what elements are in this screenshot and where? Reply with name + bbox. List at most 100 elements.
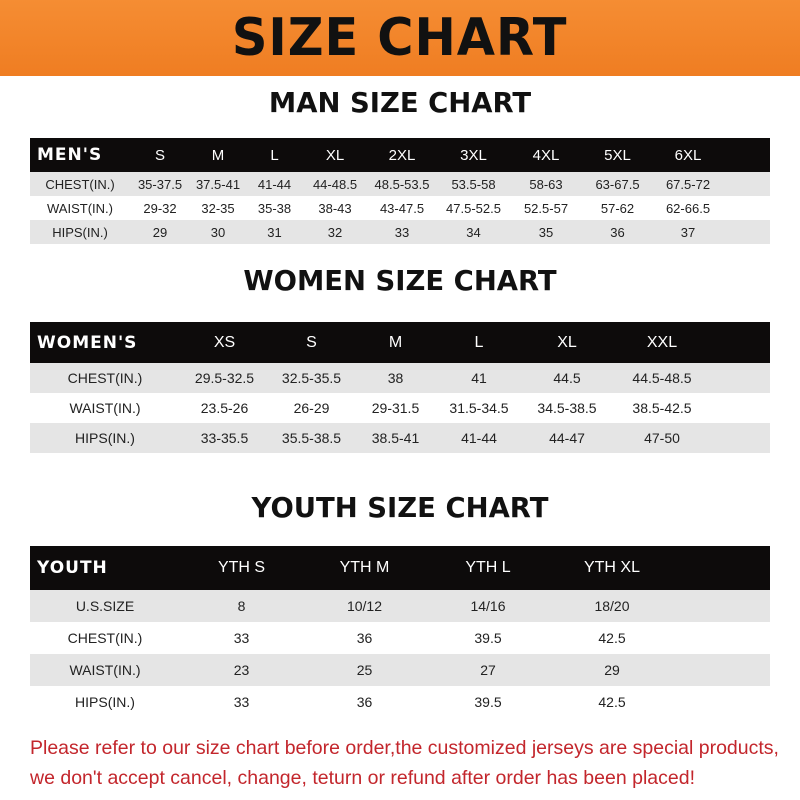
size-chart-banner: SIZE CHART (0, 0, 800, 76)
size-column-header: M (211, 146, 225, 164)
row-label: WAIST(IN.) (47, 200, 113, 216)
table-row: CHEST(IN.) 33 36 39.5 42.5 (30, 622, 770, 654)
table-cell: 23 (233, 662, 250, 678)
table-cell: 35-37.5 (137, 176, 183, 192)
size-column-header: 3XL (460, 146, 487, 164)
table-cell: 38-43 (318, 200, 352, 216)
table-cell: 53.5-58 (451, 176, 496, 192)
size-column-header: M (388, 333, 403, 351)
banner-title: SIZE CHART (232, 8, 568, 68)
table-cell: 35-38 (257, 200, 292, 216)
table-cell: 8 (237, 598, 246, 614)
men-section-title: MAN SIZE CHART (268, 86, 532, 119)
size-column-header: S (306, 333, 317, 351)
size-column-header: XL (325, 146, 345, 164)
table-row: CHEST(IN.) 35-37.5 37.5-41 41-44 44-48.5 48.5… (30, 172, 770, 196)
table-cell: 25 (356, 662, 373, 678)
table-cell: 14/16 (470, 598, 506, 614)
table-cell: 44.5 (553, 370, 581, 386)
table-cell: 62-66.5 (665, 200, 711, 216)
table-cell: 33 (394, 224, 410, 240)
table-cell: 58-63 (529, 176, 563, 192)
table-cell: 63-67.5 (595, 176, 640, 192)
size-column-header: XL (557, 333, 577, 351)
table-cell: 52.5-57 (523, 200, 569, 216)
row-label: CHEST(IN.) (45, 176, 115, 192)
table-cell: 36 (356, 630, 373, 646)
table-cell: 33 (233, 694, 250, 710)
table-cell: 29-31.5 (371, 400, 420, 416)
table-cell: 26-29 (293, 400, 330, 416)
size-column-header: YTH XL (583, 559, 640, 576)
size-column-header: L (270, 146, 279, 164)
table-cell: 35.5-38.5 (281, 430, 342, 446)
table-cell: 34 (466, 224, 481, 240)
table-cell: 29-32 (143, 200, 177, 216)
table-cell: 67.5-72 (665, 176, 711, 192)
size-column-header: 5XL (604, 146, 631, 164)
table-cell: 29 (152, 224, 168, 240)
table-header-label: WOMEN'S (37, 332, 138, 353)
table-cell: 44.5-48.5 (632, 370, 692, 386)
table-cell: 36 (356, 694, 373, 710)
row-label: WAIST(IN.) (69, 662, 141, 678)
table-cell: 47.5-52.5 (446, 200, 501, 216)
table-cell: 48.5-53.5 (374, 176, 430, 192)
table-cell: 29.5-32.5 (194, 370, 255, 386)
order-notice-line-2: we don't accept cancel, change, teturn o… (30, 767, 695, 789)
table-cell: 41-44 (257, 176, 292, 192)
table-cell: 39.5 (474, 630, 502, 646)
table-header-row: YOUTH YTH S YTH M YTH L YTH XL (30, 546, 770, 590)
table-cell: 41-44 (461, 430, 497, 446)
table-cell: 34.5-38.5 (537, 400, 597, 416)
table-row: U.S.SIZE 8 10/12 14/16 18/20 (30, 590, 770, 622)
table-cell: 29 (604, 662, 620, 678)
table-cell: 42.5 (598, 694, 626, 710)
women-section-title: WOMEN SIZE CHART (243, 264, 557, 297)
youth-section-title: YOUTH SIZE CHART (251, 491, 549, 524)
order-notice-line-1: Please refer to our size chart before or… (30, 737, 779, 759)
table-header-row: WOMEN'S XS S M L XL XXL (30, 322, 770, 363)
row-label: CHEST(IN.) (67, 630, 143, 646)
table-cell: 37 (680, 224, 696, 240)
table-cell: 32 (327, 224, 343, 240)
table-cell: 32.5-35.5 (281, 370, 342, 386)
table-row: WAIST(IN.) 29-32 32-35 35-38 38-43 43-47.5 47.… (30, 196, 770, 220)
table-header-label: YOUTH (37, 558, 108, 578)
size-column-header: 2XL (388, 146, 416, 164)
table-header-row: MEN'S S M L XL 2XL 3XL 4XL 5XL 6XL (30, 138, 770, 172)
table-cell: 39.5 (474, 694, 502, 710)
size-column-header: 6XL (674, 146, 702, 164)
size-column-header: YTH M (339, 559, 390, 576)
table-row: WAIST(IN.) 23.5-26 26-29 29-31.5 31.5-34.5 34… (30, 393, 770, 423)
table-cell: 31 (267, 224, 282, 240)
table-cell: 31.5-34.5 (449, 400, 509, 416)
table-cell: 33 (233, 630, 250, 646)
table-header-label: MEN'S (37, 145, 103, 165)
table-cell: 38.5-41 (371, 430, 420, 446)
table-cell: 47-50 (644, 430, 680, 446)
row-label: U.S.SIZE (75, 598, 135, 614)
table-row: CHEST(IN.) 29.5-32.5 32.5-35.5 38 41 44.5 44.5… (30, 363, 770, 393)
table-row: HIPS(IN.) 29 30 31 32 33 34 35 36 37 (30, 220, 770, 244)
table-cell: 43-47.5 (379, 200, 425, 216)
table-cell: 23.5-26 (200, 400, 249, 416)
size-column-header: YTH L (465, 559, 511, 576)
size-column-header: S (154, 146, 165, 164)
table-cell: 44-48.5 (312, 176, 358, 192)
row-label: CHEST(IN.) (67, 370, 143, 386)
size-column-header: L (474, 333, 484, 351)
table-cell: 41 (471, 370, 487, 386)
size-column-header: YTH S (217, 559, 266, 576)
table-row: HIPS(IN.) 33-35.5 35.5-38.5 38.5-41 41-44 44-… (30, 423, 770, 453)
table-cell: 18/20 (594, 598, 630, 614)
women-size-table: WOMEN'S XS S M L XL XXL CHEST(IN.) 29.5-32.5 32.5… (30, 322, 770, 453)
size-column-header: XS (213, 333, 236, 351)
table-cell: 37.5-41 (195, 176, 241, 192)
table-cell: 44-47 (549, 430, 585, 446)
table-cell: 38 (387, 370, 404, 386)
size-column-header: XXL (646, 333, 678, 351)
row-label: HIPS(IN.) (75, 430, 135, 446)
row-label: HIPS(IN.) (75, 694, 135, 710)
table-cell: 33-35.5 (200, 430, 249, 446)
